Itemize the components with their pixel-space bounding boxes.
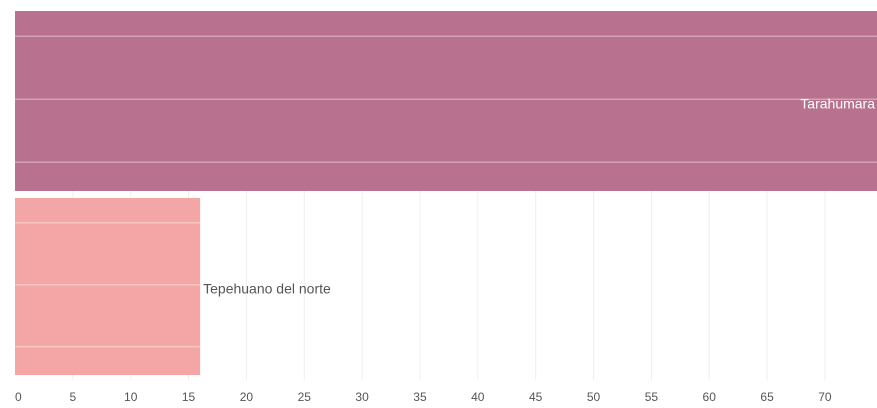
x-tick-label-50: 50 — [587, 390, 601, 404]
x-tick-label-0: 0 — [15, 390, 22, 404]
x-tick-label-35: 35 — [413, 390, 427, 404]
x-tick-label-25: 25 — [298, 390, 312, 404]
bar-label-tepehuano-del-norte: Tepehuano del norte — [203, 281, 331, 297]
x-tick-label-5: 5 — [70, 390, 77, 404]
x-tick-label-15: 15 — [182, 390, 196, 404]
x-tick-label-55: 55 — [645, 390, 659, 404]
bar-tepehuano-del-norte — [15, 198, 201, 375]
bars: Tarahumara Tepehuano del norte — [15, 11, 877, 375]
x-tick-label-70: 70 — [818, 390, 832, 404]
x-tick-label-40: 40 — [471, 390, 485, 404]
x-tick-label-65: 65 — [760, 390, 774, 404]
x-tick-label-45: 45 — [529, 390, 543, 404]
bar-label-tarahumara: Tarahumara — [800, 95, 875, 111]
x-tick-label-20: 20 — [240, 390, 254, 404]
bar-tarahumara — [15, 11, 877, 191]
x-axis-tick-labels: 0 5 10 15 20 25 30 35 40 45 50 55 60 65 70 — [15, 390, 832, 404]
x-tick-label-60: 60 — [703, 390, 717, 404]
x-tick-label-30: 30 — [355, 390, 369, 404]
x-tick-label-10: 10 — [124, 390, 138, 404]
